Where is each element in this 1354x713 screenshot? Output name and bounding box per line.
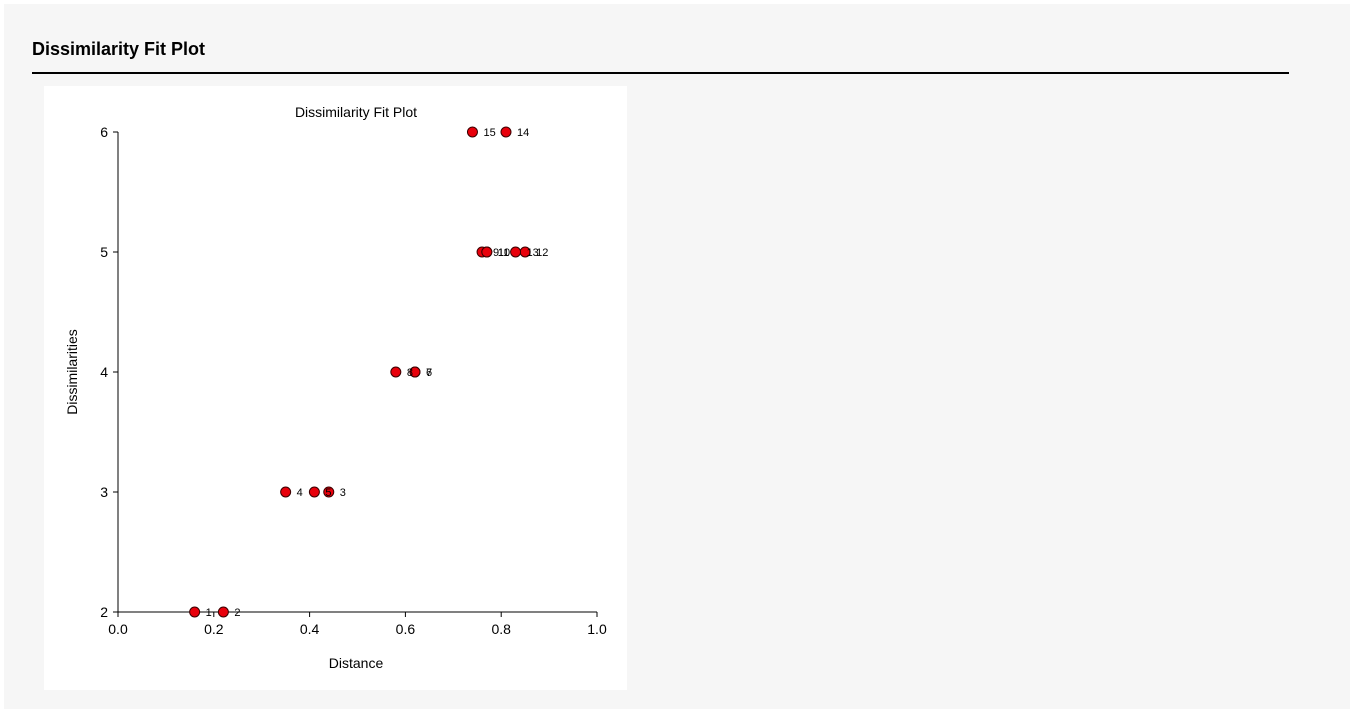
y-tick-label: 3 xyxy=(100,484,108,500)
data-point-label: 8 xyxy=(407,367,413,379)
data-point xyxy=(308,486,320,498)
x-axis-label: Distance xyxy=(329,655,384,671)
data-point xyxy=(189,606,201,618)
x-tick-label: 0.0 xyxy=(108,621,128,637)
data-point xyxy=(280,486,292,498)
y-tick-label: 6 xyxy=(100,124,108,140)
dissimilarity-fit-plot: Dissimilarity Fit Plot 0.0 0.2 0.4 0.6 0.8 1.… xyxy=(64,104,607,671)
data-point-label: 15 xyxy=(483,127,495,139)
y-tick-label: 4 xyxy=(100,364,108,380)
data-point-label: 10 xyxy=(498,247,510,259)
data-point xyxy=(500,126,512,138)
data-point xyxy=(510,246,522,258)
data-point-label: 11 xyxy=(498,247,509,259)
data-point-label: 14 xyxy=(517,127,529,139)
y-tick-label: 2 xyxy=(100,604,108,620)
data-point xyxy=(466,126,478,138)
x-tick-label: 0.2 xyxy=(204,621,224,637)
chart-panel: Dissimilarity Fit Plot 0.0 0.2 0.4 0.6 0.8 1.… xyxy=(44,86,627,690)
data-point xyxy=(481,246,493,258)
y-tick-label: 5 xyxy=(100,244,108,260)
data-point-label: 5 xyxy=(325,487,331,499)
data-point-label: 1 xyxy=(206,607,212,619)
axes: 0.0 0.2 0.4 0.6 0.8 1.0 2 3 4 5 6 xyxy=(100,124,607,637)
data-point-label: 6 xyxy=(426,367,432,379)
report-page: Dissimilarity Fit Plot Dissimilarity Fit… xyxy=(4,4,1350,709)
x-tick-label: 0.6 xyxy=(396,621,416,637)
data-point xyxy=(390,366,402,378)
data-point xyxy=(409,366,421,378)
data-point-label: 2 xyxy=(234,607,240,619)
section-title: Dissimilarity Fit Plot xyxy=(32,39,206,59)
x-tick-label: 0.4 xyxy=(300,621,320,637)
chart-title: Dissimilarity Fit Plot xyxy=(295,104,417,120)
data-point xyxy=(217,606,229,618)
data-point-label: 4 xyxy=(297,487,303,499)
x-tick-label: 1.0 xyxy=(587,621,607,637)
data-point-label: 9 xyxy=(493,247,499,259)
data-point-label: 3 xyxy=(340,487,346,499)
title-divider xyxy=(32,72,1289,74)
data-point-label: 13 xyxy=(527,247,539,259)
y-axis-label: Dissimilarities xyxy=(64,329,80,415)
data-point xyxy=(323,486,335,498)
x-tick-label: 0.8 xyxy=(491,621,511,637)
data-point-label: 7 xyxy=(426,367,432,379)
data-point-label: 12 xyxy=(536,247,548,259)
